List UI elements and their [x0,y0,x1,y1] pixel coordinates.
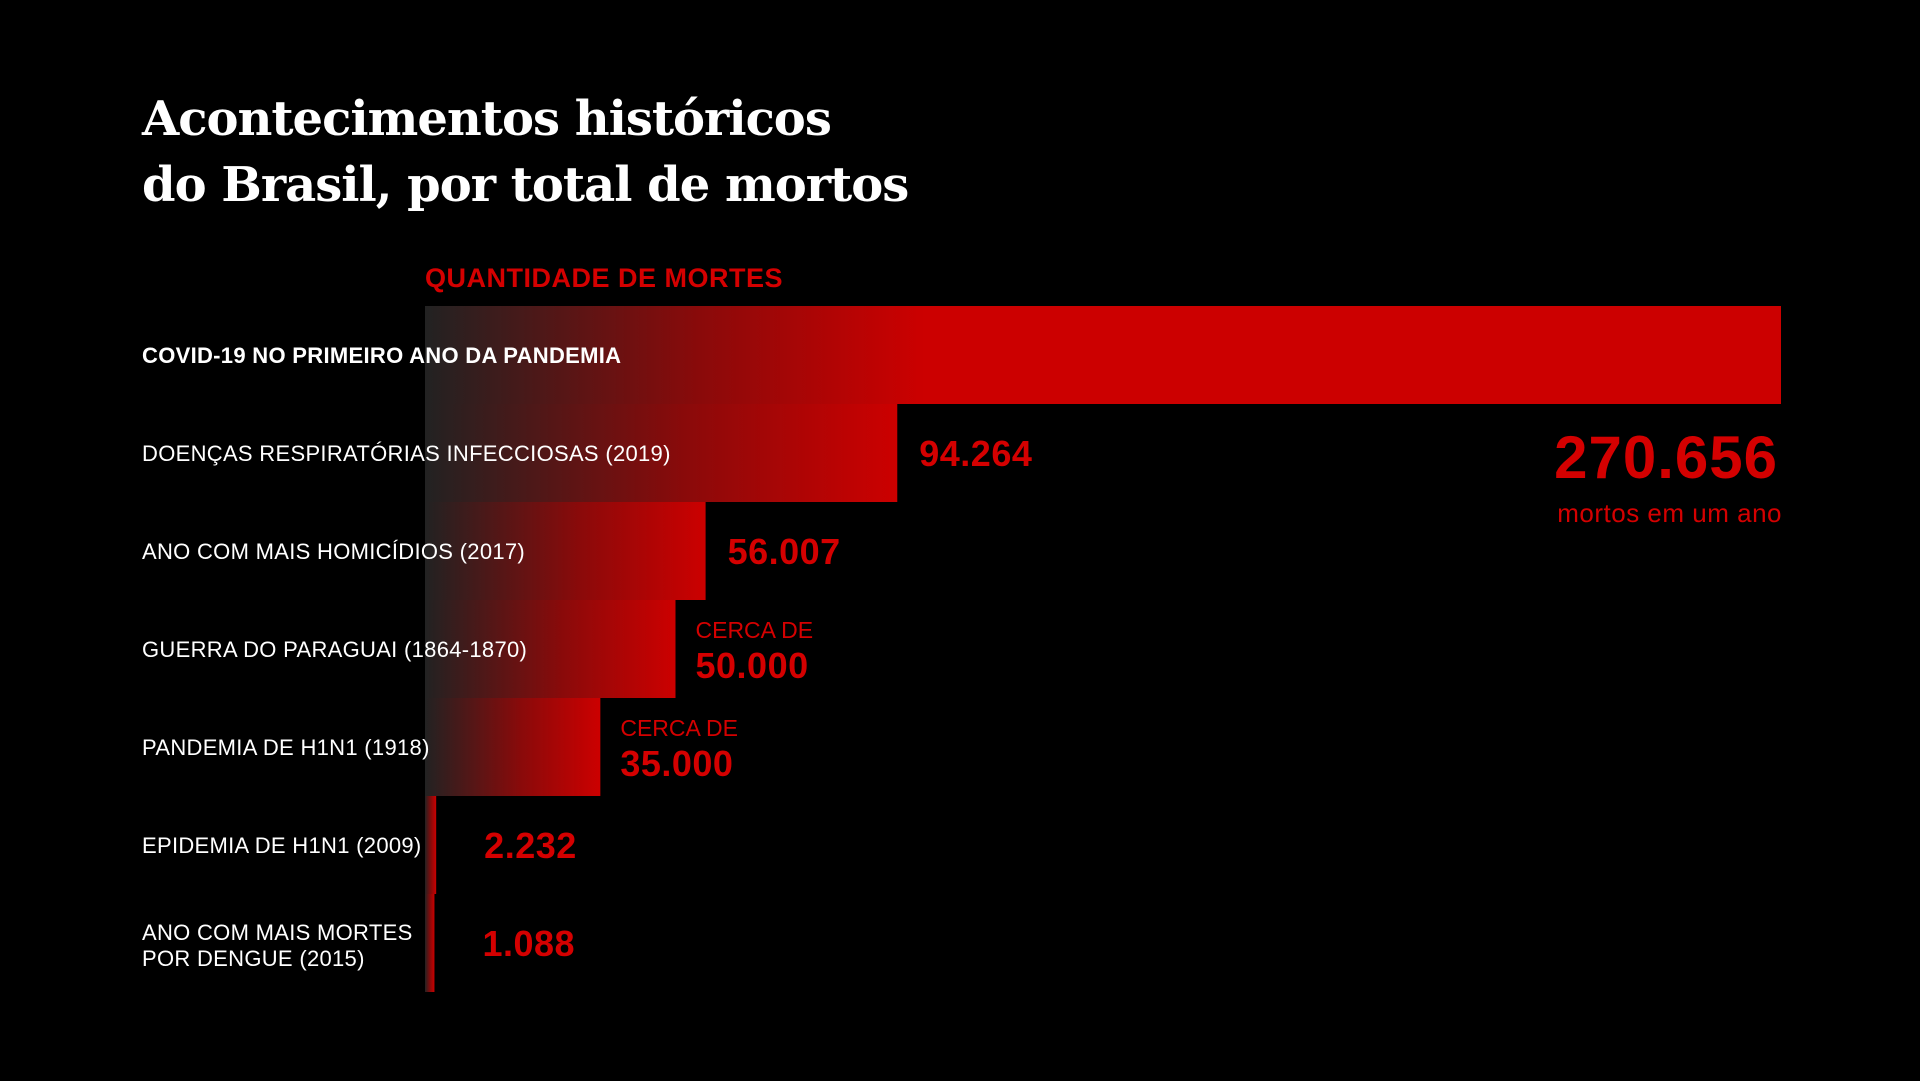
axis-label: QUANTIDADE DE MORTES [425,263,783,293]
category-label-6: EPIDEMIA DE H1N1 (2009) [142,833,422,858]
value-label-4: 50.000 [696,645,809,686]
category-label-3: ANO COM MAIS HOMICÍDIOS (2017) [142,539,525,564]
category-label-2: DOENÇAS RESPIRATÓRIAS INFECCIOSAS (2019) [142,441,671,466]
labels-group: QUANTIDADE DE MORTES COVID-19 NO PRIMEIRO… [142,263,1782,971]
chart-title: Acontecimentos históricos do Brasil, por… [142,86,1142,218]
category-label-1: COVID-19 NO PRIMEIRO ANO DA PANDEMIA [142,343,621,368]
value-label-6: 2.232 [484,825,577,866]
bar-4 [425,600,676,698]
bar-1 [425,306,1781,404]
value-label-1: 270.656 [1554,424,1778,491]
value-prefix-5: CERCA DE [620,715,738,741]
value-label-5: 35.000 [620,743,733,784]
bar-7 [425,894,435,992]
chart-title-line-2: do Brasil, por total de mortos [142,157,909,213]
chart-title-line-1: Acontecimentos históricos [142,91,832,147]
bar-5 [425,698,601,796]
category-label-7: ANO COM MAIS MORTES POR DENGUE (2015) [142,920,413,971]
category-label-4: GUERRA DO PARAGUAI (1864-1870) [142,637,527,662]
value-note-1: mortos em um ano [1557,498,1782,528]
bar-6 [425,796,437,894]
bar-2 [425,404,898,502]
category-label-5: PANDEMIA DE H1N1 (1918) [142,735,430,760]
bar-3 [425,502,706,600]
value-label-7: 1.088 [482,923,575,964]
value-label-2: 94.264 [919,433,1032,474]
value-label-3: 56.007 [728,531,841,572]
value-prefix-4: CERCA DE [696,617,814,643]
bars-group [425,306,1781,992]
